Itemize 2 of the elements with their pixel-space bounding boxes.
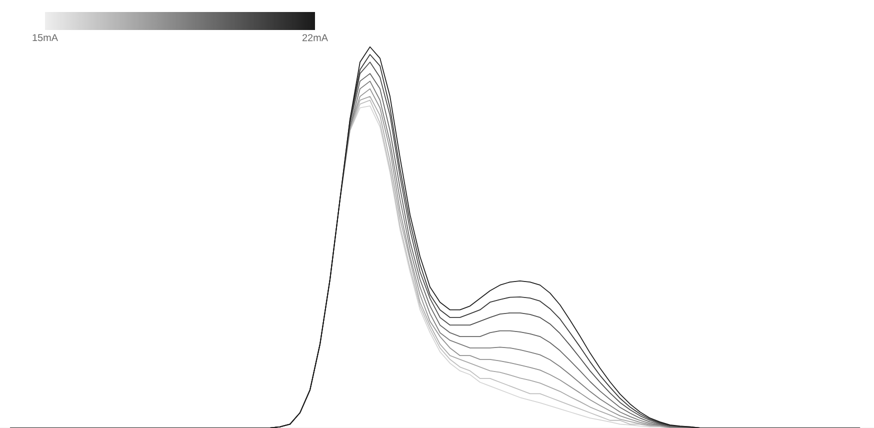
color-bar-label: 15mA <box>32 34 58 42</box>
color-bar-label: 22mA <box>302 34 328 42</box>
